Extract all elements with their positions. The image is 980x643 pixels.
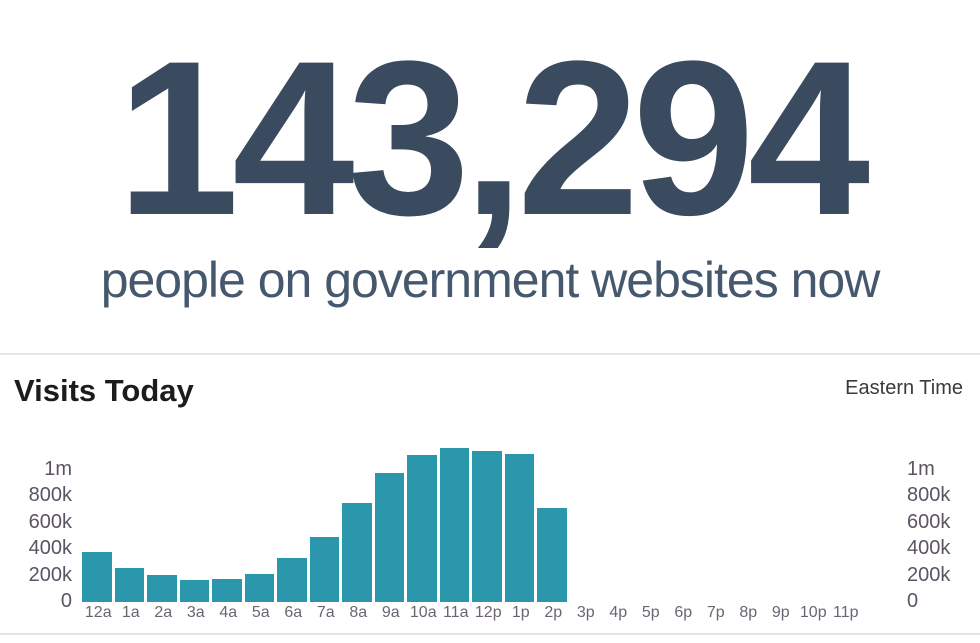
bottom-divider [0,633,980,635]
bar-12p [472,451,502,602]
bar-3a [179,580,209,602]
x-tick-label: 3a [186,604,205,621]
x-tick-label: 7p [706,604,725,621]
bar-2p [537,508,567,602]
bar-slot [277,442,310,602]
bar-slot [732,442,765,602]
y-axis-right: 0 200k 400k 600k 800k 1m [907,355,980,643]
bar-slot [147,442,180,602]
x-tick-label: 12p [474,604,502,621]
bar-slot [439,442,473,602]
bar-slot [244,442,278,602]
bar-slot [765,442,798,602]
bar-slot [407,442,440,602]
active-visitors-count: 143,294 [116,15,870,261]
bar-slot [504,442,538,602]
x-tick-label: 11p [832,604,859,621]
bar-11a [439,448,469,602]
bar-slot [602,442,635,602]
plot-area [82,442,862,602]
bar-1p [504,454,534,602]
y-tick-label: 800k [28,484,72,507]
bar-slot [700,442,733,602]
chart-title: Visits Today [14,373,194,408]
bar-slot [667,442,700,602]
y-tick-label: 1m [907,458,935,480]
y-tick-label: 800k [907,484,951,507]
x-tick-label: 10p [799,604,827,621]
bar-slot [797,442,830,602]
x-tick-label: 4a [219,604,238,621]
bar-slot [179,442,213,602]
bar-8a [342,503,372,602]
x-tick-label: 6p [674,604,693,621]
bar-slot [635,442,668,602]
bar-slot [82,442,115,602]
x-tick-label: 5p [641,604,660,621]
bar-7a [309,537,339,602]
x-tick-label: 10a [409,604,437,621]
bar-slot [114,442,148,602]
x-tick-label: 12a [84,604,112,621]
bar-slot [212,442,245,602]
bar-5a [244,574,274,602]
y-tick-label: 200k [28,563,72,586]
y-tick-label: 1m [44,458,72,480]
y-tick-label: 0 [907,590,919,612]
bar-6a [277,558,307,602]
bar-slot [472,442,505,602]
x-axis: 12a 1a 2a 3a 4a 5a 6a 7a 8a 9a 10a 11a 12p 1p 2p 3p 4p 5p… [82,604,862,622]
x-tick-label: 1a [121,604,140,621]
x-tick-label: 5a [251,604,270,621]
active-visitors-subtitle: people on government websites now [100,252,881,308]
bar-4a [212,579,242,602]
y-tick-label: 600k [28,510,72,533]
x-tick-label: 9p [771,604,790,621]
bar-12a [82,552,112,602]
x-tick-label: 6a [284,604,303,621]
y-tick-label: 400k [28,537,72,560]
y-axis-left: 0 200k 400k 600k 800k 1m [0,355,73,643]
x-tick-label: 8a [349,604,368,621]
bar-slot [342,442,375,602]
timezone-label: Eastern Time [845,377,963,399]
visits-today-section: Visits Today Eastern Time 0 200k 400k 600k 8… [0,355,980,643]
bar-slot [830,442,863,602]
x-tick-label: 7a [316,604,335,621]
y-tick-label: 400k [907,537,951,560]
x-tick-label: 9a [381,604,400,621]
x-tick-label: 2p [544,604,563,621]
bar-2a [147,575,177,602]
bar-1a [114,568,144,602]
y-tick-label: 200k [907,563,951,586]
x-tick-label: 2a [154,604,173,621]
x-tick-label: 11a [442,604,469,621]
bar-slot [570,442,603,602]
bar-slot [309,442,343,602]
x-tick-label: 8p [739,604,758,621]
y-tick-label: 600k [907,510,951,533]
hero-section: 143,294 people on government websites no… [0,15,980,355]
y-tick-label: 0 [60,590,72,612]
x-tick-label: 1p [511,604,530,621]
bar-9a [374,473,404,602]
bar-slot [537,442,570,602]
x-tick-label: 3p [576,604,595,621]
x-tick-label: 4p [609,604,628,621]
bar-10a [407,455,437,602]
bar-slot [374,442,408,602]
